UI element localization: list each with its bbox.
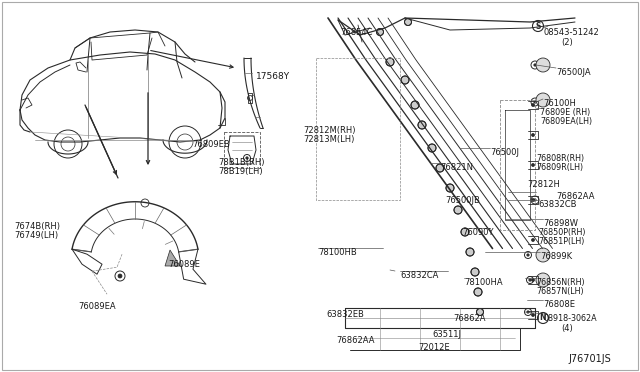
Text: 76090Y: 76090Y [462,228,493,237]
Text: 63832CB: 63832CB [538,200,577,209]
Text: 76854C: 76854C [340,28,372,37]
Text: 78B19(LH): 78B19(LH) [218,167,262,176]
Text: 76899K: 76899K [540,252,572,261]
Text: 72813M(LH): 72813M(LH) [303,135,355,144]
Circle shape [531,279,534,282]
Circle shape [466,248,474,256]
Circle shape [428,144,436,152]
Circle shape [529,279,531,281]
Text: 78100HB: 78100HB [318,248,356,257]
Circle shape [401,76,409,84]
Circle shape [411,101,419,109]
Circle shape [531,238,534,241]
Text: 76100H: 76100H [543,99,576,108]
Text: 76809EB: 76809EB [192,140,230,149]
Circle shape [461,228,469,236]
Text: 76809EA(LH): 76809EA(LH) [540,117,592,126]
Text: 76089EA: 76089EA [78,302,116,311]
Polygon shape [165,250,180,266]
Text: 76898W: 76898W [543,219,578,228]
Circle shape [118,274,122,278]
Text: 76808E: 76808E [543,300,575,309]
Circle shape [534,199,536,201]
Circle shape [404,19,412,26]
Circle shape [531,199,534,202]
Circle shape [446,184,454,192]
Text: 63511J: 63511J [432,330,461,339]
Text: 76500JB: 76500JB [445,196,480,205]
Circle shape [527,311,529,313]
Circle shape [536,273,550,287]
Circle shape [536,93,550,107]
Circle shape [436,164,444,172]
Text: 78B1B(RH): 78B1B(RH) [218,158,264,167]
Text: 76862AA: 76862AA [556,192,595,201]
Circle shape [527,254,529,256]
Circle shape [531,164,534,167]
Text: 76809E (RH): 76809E (RH) [540,108,590,117]
Text: 76850P(RH): 76850P(RH) [538,228,586,237]
Circle shape [477,308,483,315]
Text: 72812M(RH): 72812M(RH) [303,126,355,135]
Text: 7674B(RH): 7674B(RH) [14,222,60,231]
Circle shape [531,103,534,106]
Text: 76808R(RH): 76808R(RH) [536,154,584,163]
Text: 76821N: 76821N [440,163,473,172]
Circle shape [534,64,536,66]
Circle shape [536,58,550,72]
Text: 76749(LH): 76749(LH) [14,231,58,240]
Text: 76862AA: 76862AA [336,336,374,345]
Text: 76500JA: 76500JA [556,68,591,77]
Circle shape [531,134,534,137]
Circle shape [531,314,534,317]
Circle shape [246,157,248,159]
Circle shape [474,288,482,296]
Text: 72012E: 72012E [418,343,450,352]
Circle shape [386,58,394,66]
Text: (4): (4) [561,324,573,333]
Text: 78100HA: 78100HA [464,278,502,287]
Text: (2): (2) [561,38,573,47]
Text: 76851P(LH): 76851P(LH) [538,237,584,246]
Text: 76809R(LH): 76809R(LH) [536,163,583,172]
Text: 76857N(LH): 76857N(LH) [536,287,584,296]
Circle shape [376,29,383,35]
Text: 76862A: 76862A [453,314,486,323]
Text: 08918-3062A: 08918-3062A [544,314,598,323]
Circle shape [418,121,426,129]
Text: N: N [540,314,547,323]
Text: S: S [535,22,541,31]
Text: 76089E: 76089E [168,260,200,269]
Circle shape [454,206,462,214]
Text: 17568Y: 17568Y [256,72,290,81]
Circle shape [536,248,550,262]
Text: 63832EB: 63832EB [326,310,364,319]
Text: 76856N(RH): 76856N(RH) [536,278,584,287]
Circle shape [534,101,536,103]
Text: 76500J: 76500J [490,148,519,157]
Text: 08543-51242: 08543-51242 [544,28,600,37]
Text: 63832CA: 63832CA [400,271,438,280]
Circle shape [471,268,479,276]
Text: J76701JS: J76701JS [568,354,611,364]
Text: 72812H: 72812H [527,180,560,189]
